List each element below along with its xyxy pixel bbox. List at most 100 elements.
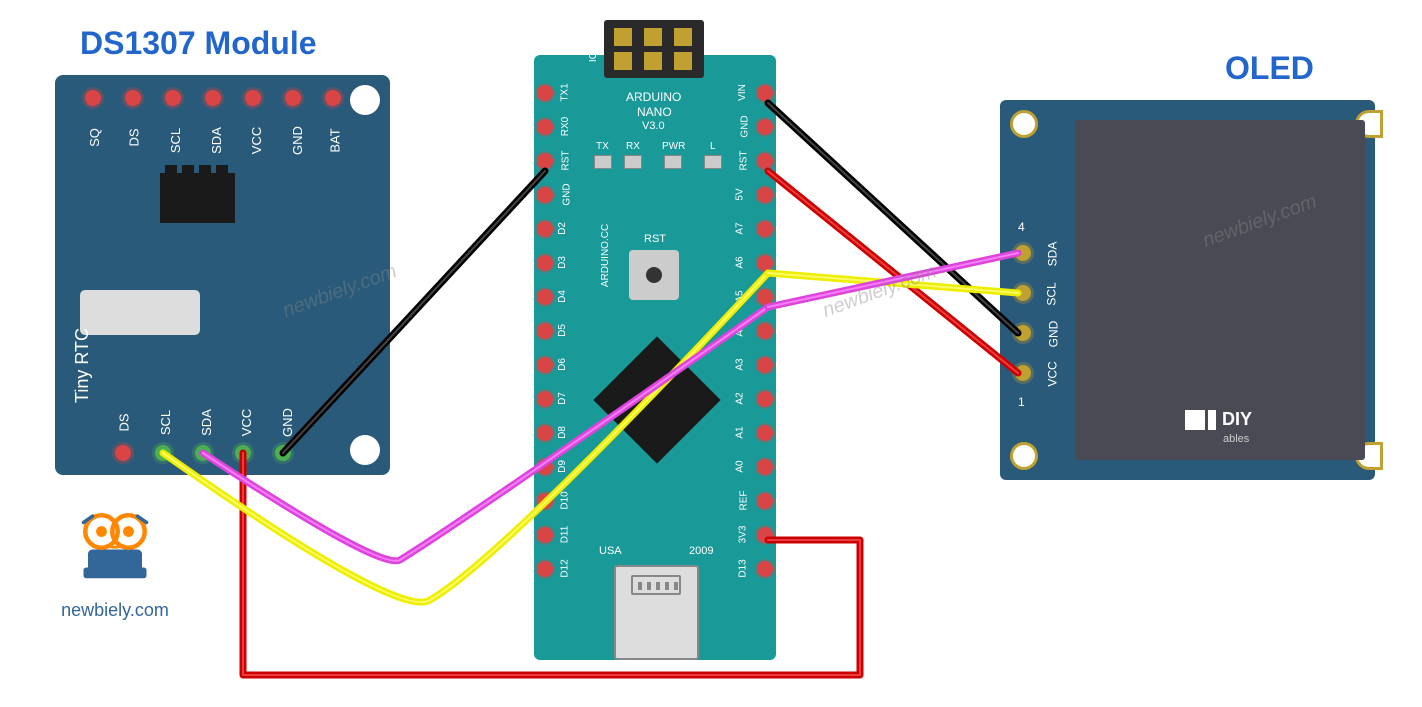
oled-pin-1: 1 — [1018, 395, 1025, 409]
nano-left-pin-d8 — [537, 425, 553, 441]
nano-usa-label: USA — [599, 545, 622, 557]
nano-main-chip — [593, 336, 720, 463]
nano-left-label-tx1: TX1 — [560, 83, 571, 101]
nano-right-label-a0: A0 — [735, 460, 746, 472]
ds1307-top-pin-scl — [165, 90, 181, 106]
nano-left-label-d4: D4 — [557, 290, 568, 303]
ds1307-top-label-vcc: VCC — [249, 127, 264, 154]
nano-right-label-d13: D13 — [738, 559, 749, 577]
nano-left-pin-d10 — [537, 493, 553, 509]
nano-left-pin-d4 — [537, 289, 553, 305]
ds1307-bottom-pin-vcc — [235, 445, 251, 461]
oled-pin-4: 4 — [1018, 220, 1025, 234]
nano-cc-label: ARDUINO.CC — [600, 224, 611, 287]
nano-right-label-a7: A7 — [735, 222, 746, 234]
nano-left-label-gnd: GND — [562, 183, 573, 205]
nano-rx-label: RX — [626, 141, 640, 152]
ds1307-top-label-scl: SCL — [168, 128, 183, 153]
nano-rst-button — [629, 250, 679, 300]
nano-left-pin-tx1 — [537, 85, 553, 101]
ds1307-board-label: Tiny RTC — [72, 328, 93, 403]
nano-right-pin-vin — [757, 85, 773, 101]
oled-label-scl: SCL — [1045, 282, 1059, 305]
nano-right-label-gnd: GND — [740, 115, 751, 137]
nano-l-label: L — [710, 141, 716, 152]
nano-right-pin-a5 — [757, 289, 773, 305]
nano-left-label-rst: RST — [561, 151, 572, 171]
nano-right-pin-3v3 — [757, 527, 773, 543]
oled-board: DIY ables VCC GND SCL SDA 1 4 — [1000, 100, 1375, 480]
oled-pin-scl — [1015, 285, 1031, 301]
oled-label-sda: SDA — [1045, 242, 1059, 267]
nano-left-pin-d11 — [537, 527, 553, 543]
oled-pin-sda — [1015, 245, 1031, 261]
ds1307-bottom-label-sda: SDA — [199, 409, 214, 436]
newbiely-logo: newbiely.com — [55, 500, 175, 621]
nano-right-label-3v3: 3V3 — [737, 526, 748, 544]
nano-led-l — [704, 155, 722, 169]
nano-right-label-a2: A2 — [735, 392, 746, 404]
nano-left-label-d8: D8 — [557, 426, 568, 439]
ds1307-top-pin-sq — [85, 90, 101, 106]
nano-left-label-d11: D11 — [559, 526, 570, 544]
nano-right-pin-a7 — [757, 221, 773, 237]
nano-icsp — [604, 20, 704, 78]
ds1307-top-label-ds: DS — [127, 128, 142, 146]
nano-right-label-ref: REF — [739, 491, 750, 511]
nano-left-pin-rst — [537, 153, 553, 169]
ds1307-title: DS1307 Module — [80, 25, 317, 62]
nano-year-label: 2009 — [689, 545, 713, 557]
nano-left-pin-d5 — [537, 323, 553, 339]
nano-left-pin-gnd — [537, 187, 553, 203]
nano-left-label-d6: D6 — [557, 358, 568, 371]
nano-left-pin-d3 — [537, 255, 553, 271]
nano-right-pin-a2 — [757, 391, 773, 407]
oled-screen: DIY ables — [1075, 120, 1365, 460]
nano-right-pin-a0 — [757, 459, 773, 475]
nano-right-pin-a3 — [757, 357, 773, 373]
oled-brand-sub: ables — [1223, 433, 1249, 445]
oled-label-vcc: VCC — [1046, 361, 1060, 386]
oled-title: OLED — [1225, 50, 1314, 87]
ds1307-top-pin-vcc — [245, 90, 261, 106]
ds1307-top-pin-bat — [325, 90, 341, 106]
nano-icsp-label: ICSP — [588, 39, 599, 62]
nano-left-pin-rx0 — [537, 119, 553, 135]
nano-right-pin-5v — [757, 187, 773, 203]
ds1307-bottom-label-scl: SCL — [158, 410, 173, 435]
nano-right-pin-ref — [757, 493, 773, 509]
nano-right-pin-rst — [757, 153, 773, 169]
ds1307-bottom-label-vcc: VCC — [239, 409, 254, 436]
nano-right-label-a4: A4 — [735, 324, 746, 336]
nano-led-tx — [594, 155, 612, 169]
ds1307-bottom-label-gnd: GND — [280, 408, 295, 437]
nano-left-label-d5: D5 — [557, 324, 568, 337]
ds1307-board: SQ DS SCL SDA VCC GND BAT Tiny RTC DS SC… — [55, 75, 390, 475]
nano-left-pin-d6 — [537, 357, 553, 373]
nano-rst-label: RST — [644, 233, 666, 245]
ds1307-bottom-label-ds: DS — [117, 413, 132, 431]
nano-right-label-vin: VIN — [737, 84, 748, 101]
nano-right-label-a5: A5 — [735, 290, 746, 302]
nano-left-pin-d9 — [537, 459, 553, 475]
nano-left-pin-d7 — [537, 391, 553, 407]
nano-title3: V3.0 — [642, 120, 665, 132]
oled-pin-gnd — [1015, 325, 1031, 341]
ds1307-top-label-sda: SDA — [209, 127, 224, 154]
oled-pin-vcc — [1015, 365, 1031, 381]
nano-right-label-rst: RST — [739, 151, 750, 171]
ds1307-top-label-gnd: GND — [290, 126, 305, 155]
watermark-2: newbiely.com — [820, 260, 940, 323]
nano-right-pin-a6 — [757, 255, 773, 271]
nano-led-rx — [624, 155, 642, 169]
nano-board: ICSP 1 ARDUINO NANO V3.0 TX RX PWR L ARD… — [534, 55, 776, 660]
nano-title1: ARDUINO — [626, 90, 681, 104]
nano-left-pin-d12 — [537, 561, 553, 577]
nano-right-pin-d13 — [757, 561, 773, 577]
nano-right-label-a6: A6 — [735, 256, 746, 268]
nano-left-label-rx0: RX0 — [560, 117, 571, 136]
wire-oled-vcc — [768, 171, 1018, 373]
ds1307-top-pin-sda — [205, 90, 221, 106]
ds1307-bottom-pin-gnd — [275, 445, 291, 461]
ds1307-top-label-sq: SQ — [87, 128, 102, 147]
